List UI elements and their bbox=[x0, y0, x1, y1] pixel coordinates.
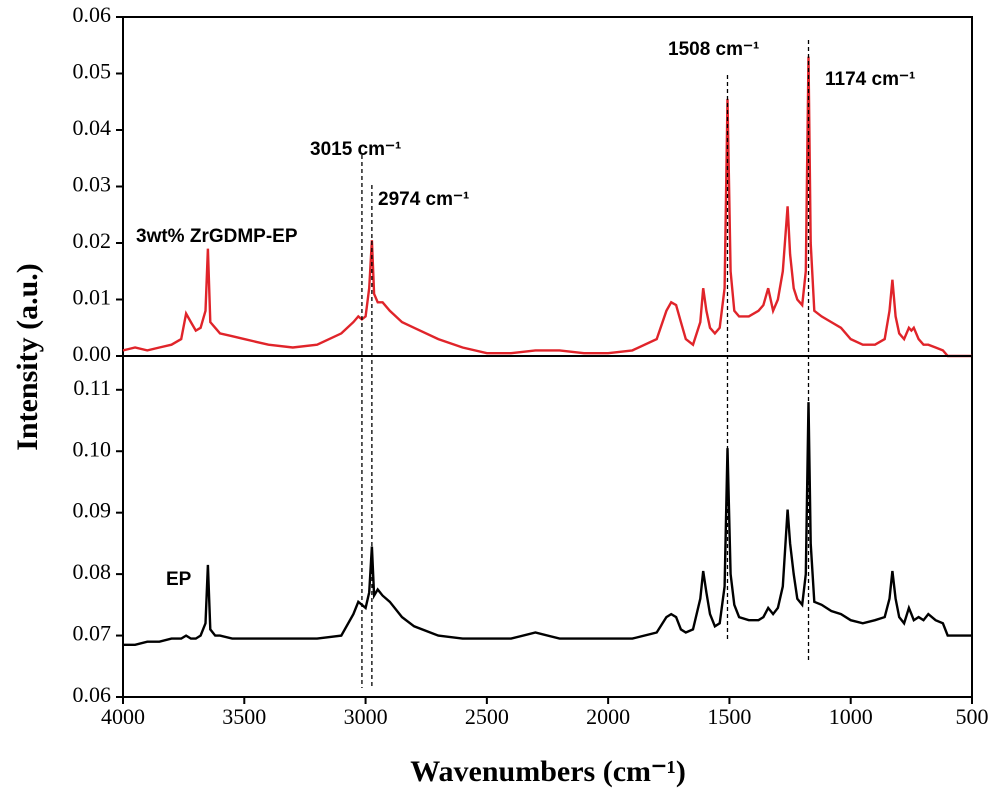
spectrum-line bbox=[123, 402, 972, 646]
y-tick-label: 0.05 bbox=[73, 59, 112, 84]
y-tick-label: 0.04 bbox=[73, 115, 112, 140]
series-label: EP bbox=[166, 569, 192, 590]
plot-frame bbox=[122, 355, 973, 698]
y-tick-label: 0.09 bbox=[73, 498, 112, 523]
x-tick-label: 1000 bbox=[829, 704, 873, 729]
y-tick-label: 0.03 bbox=[73, 172, 112, 197]
y-tick-label: 0.02 bbox=[73, 228, 112, 253]
y-axis-title: Intensity (a.u.) bbox=[11, 263, 44, 451]
y-tick-label: 0.07 bbox=[73, 621, 112, 646]
plot-frame bbox=[122, 16, 973, 357]
y-tick-label: 0.06 bbox=[73, 2, 112, 27]
spectrum-line bbox=[122, 56, 972, 358]
y-tick-label: 0.01 bbox=[73, 285, 112, 310]
x-tick-label: 2000 bbox=[586, 704, 630, 729]
peak-label: 3015 cm⁻¹ bbox=[310, 139, 401, 160]
x-tick-label: 4000 bbox=[101, 704, 145, 729]
peak-label: 1174 cm⁻¹ bbox=[825, 69, 915, 90]
peak-label: 1508 cm⁻¹ bbox=[668, 39, 759, 60]
x-axis-title: Wavenumbers (cm⁻¹) bbox=[410, 755, 686, 788]
y-tick-label: 0.08 bbox=[73, 559, 112, 584]
peak-label: 2974 cm⁻¹ bbox=[378, 189, 469, 210]
x-tick-label: 3500 bbox=[222, 704, 266, 729]
x-tick-label: 2500 bbox=[465, 704, 509, 729]
y-tick-label: 0.10 bbox=[73, 436, 112, 461]
x-tick-label: 1500 bbox=[707, 704, 751, 729]
x-tick-label: 3000 bbox=[344, 704, 388, 729]
x-tick-label: 500 bbox=[956, 704, 989, 729]
y-tick-label: 0.06 bbox=[73, 682, 112, 707]
y-tick-label: 0.11 bbox=[73, 375, 111, 400]
y-tick-label: 0.00 bbox=[73, 341, 112, 366]
series-label: 3wt% ZrGDMP-EP bbox=[136, 226, 298, 247]
